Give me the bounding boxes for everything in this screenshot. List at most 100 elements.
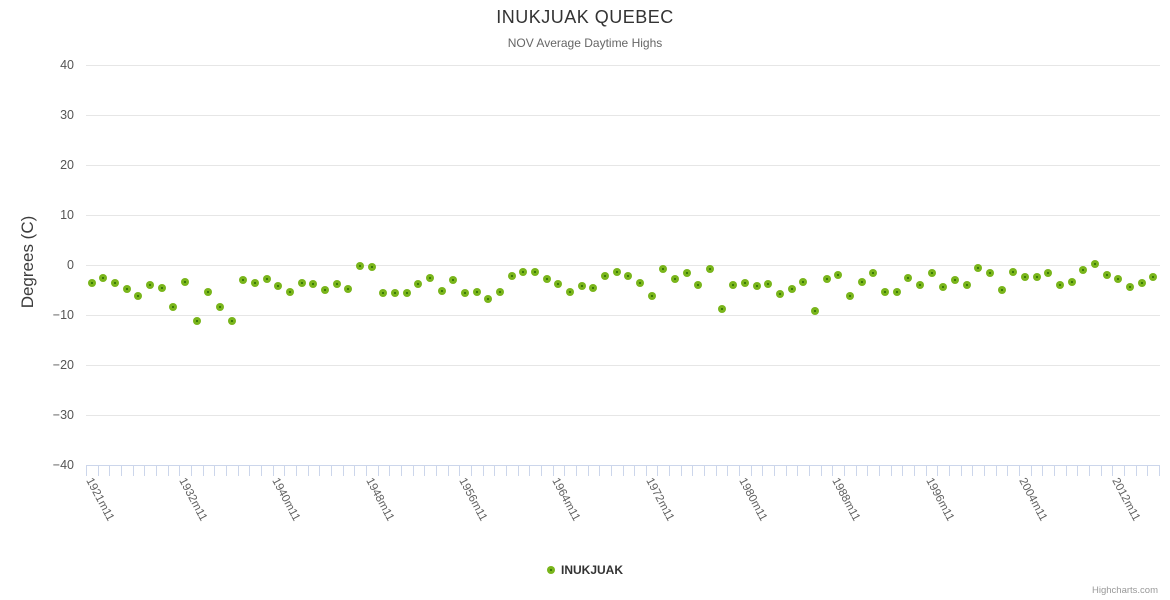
x-axis-tick [260,466,262,476]
data-point[interactable] [775,289,784,298]
data-point[interactable] [484,294,493,303]
data-point[interactable] [985,269,994,277]
data-point[interactable] [379,288,388,297]
data-point[interactable] [1079,265,1088,274]
legend-item[interactable]: INUKJUAK [0,563,1170,577]
data-point[interactable] [204,288,213,296]
data-point[interactable] [157,283,166,292]
data-point[interactable] [869,268,878,277]
data-point[interactable] [566,288,575,296]
data-point[interactable] [705,264,714,273]
data-point[interactable] [670,274,679,283]
data-point[interactable] [1102,270,1111,279]
data-point[interactable] [1020,272,1029,281]
data-point[interactable] [449,275,458,284]
data-point[interactable] [939,282,948,291]
data-point[interactable] [845,291,854,300]
data-point[interactable] [367,262,376,271]
x-axis-tick [925,466,927,476]
data-point[interactable] [612,268,621,276]
data-point[interactable] [1032,272,1041,281]
data-point[interactable] [810,307,819,315]
data-point[interactable] [717,304,726,313]
data-point[interactable] [286,287,295,296]
data-point[interactable] [950,275,959,284]
data-point[interactable] [1125,283,1134,291]
data-point[interactable] [181,278,190,286]
data-point[interactable] [554,280,563,288]
data-point[interactable] [1137,279,1146,287]
data-point[interactable] [659,264,668,273]
data-point[interactable] [437,286,446,295]
data-point[interactable] [635,279,644,287]
data-point[interactable] [577,282,586,290]
data-point[interactable] [880,288,889,296]
data-point[interactable] [682,268,691,277]
data-point[interactable] [1067,278,1076,286]
highcharts-credits-link[interactable]: Highcharts.com [1092,585,1158,596]
data-point[interactable] [904,273,913,282]
data-point[interactable] [1090,260,1099,268]
data-point[interactable] [391,289,400,297]
data-point[interactable] [531,268,540,276]
data-point[interactable] [122,284,131,293]
data-point[interactable] [169,302,178,311]
data-point[interactable] [274,281,283,290]
data-point[interactable] [262,274,271,283]
data-point[interactable] [752,281,761,290]
data-point[interactable] [1044,268,1053,277]
data-point[interactable] [799,278,808,286]
data-point[interactable] [624,271,633,280]
data-point[interactable] [764,279,773,288]
data-point[interactable] [111,279,120,287]
data-point[interactable] [321,285,330,294]
data-point[interactable] [227,317,236,325]
data-point[interactable] [915,280,924,289]
data-point[interactable] [892,287,901,296]
x-axis-tick [1089,466,1091,476]
data-point[interactable] [1009,268,1018,276]
data-point[interactable] [834,270,843,279]
data-point[interactable] [134,291,143,300]
data-point[interactable] [414,279,423,288]
data-point[interactable] [729,280,738,289]
data-point[interactable] [309,280,318,288]
data-point[interactable] [356,261,365,270]
data-point[interactable] [1055,280,1064,289]
data-point[interactable] [1114,275,1123,283]
data-point[interactable] [99,274,108,282]
x-axis-tick [354,466,356,476]
data-point[interactable] [962,280,971,289]
data-point[interactable] [146,281,155,289]
data-point[interactable] [857,278,866,286]
data-point[interactable] [402,288,411,297]
data-point[interactable] [542,274,551,283]
data-point[interactable] [239,276,248,284]
data-point[interactable] [974,264,983,272]
data-point[interactable] [1149,272,1158,281]
data-point[interactable] [472,287,481,296]
data-point[interactable] [297,278,306,287]
data-point[interactable] [589,284,598,292]
data-point[interactable] [822,274,831,283]
data-point[interactable] [694,280,703,289]
data-point[interactable] [87,279,96,287]
data-point[interactable] [787,284,796,293]
data-point[interactable] [192,317,201,325]
data-point[interactable] [927,269,936,277]
data-point[interactable] [740,279,749,287]
data-point[interactable] [344,284,353,293]
data-point[interactable] [426,273,435,282]
x-axis-tick [400,466,402,476]
x-axis-tick [599,466,601,476]
data-point[interactable] [647,291,656,300]
data-point[interactable] [997,285,1006,294]
data-point[interactable] [332,279,341,288]
data-point[interactable] [251,279,260,287]
data-point[interactable] [507,271,516,280]
data-point[interactable] [496,287,505,296]
data-point[interactable] [601,271,609,280]
data-point[interactable] [461,288,470,297]
data-point[interactable] [519,267,528,276]
data-point[interactable] [216,302,225,311]
